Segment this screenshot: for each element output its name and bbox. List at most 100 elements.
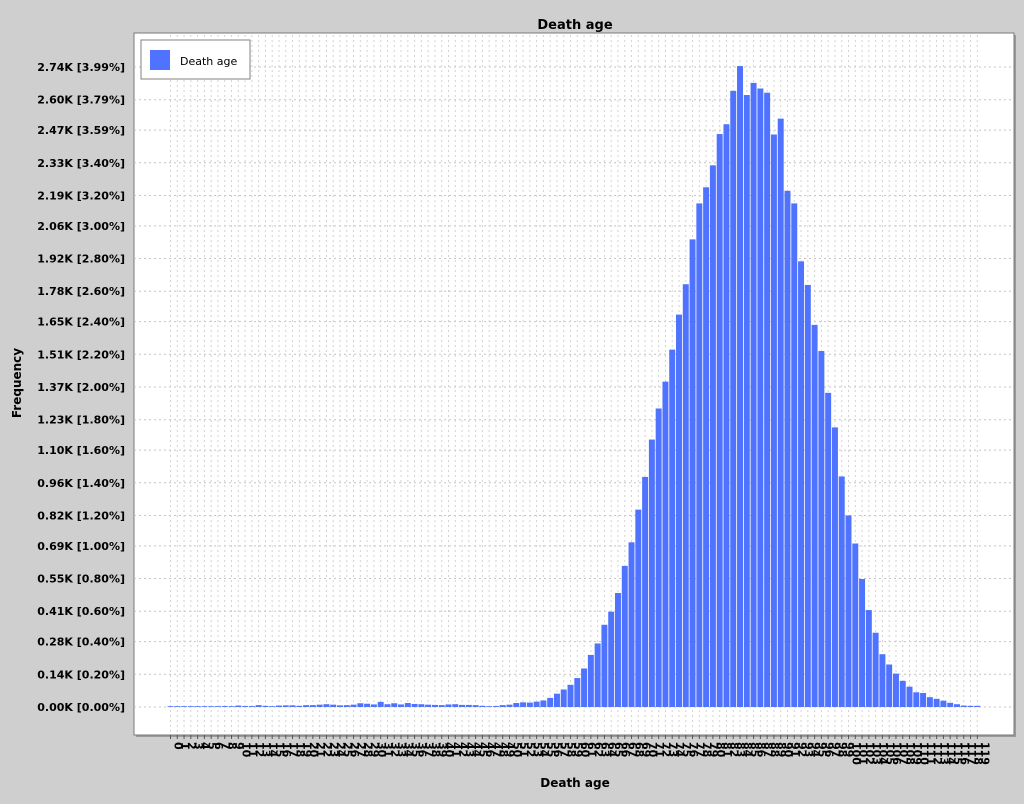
plot-area [133, 32, 1015, 736]
x-tick-label: 37 [422, 742, 435, 757]
y-tick-label: 2.33K [3.40%] [37, 157, 125, 170]
x-tick-label: 118 [972, 742, 985, 765]
x-tick-label: 77 [694, 742, 707, 757]
bar-age-33 [391, 703, 398, 707]
x-tick-label: 61 [585, 742, 598, 757]
x-tick-label: 50 [511, 742, 524, 758]
bar-age-12 [248, 706, 255, 707]
x-tick-label: 102 [863, 742, 876, 765]
y-axis-label: Frequency [10, 348, 24, 418]
x-tick-label: 52 [524, 742, 537, 757]
x-tick-label: 44 [470, 742, 483, 758]
bar-age-116 [953, 704, 960, 707]
x-tick-label: 6 [212, 742, 225, 750]
x-tick-label: 56 [551, 742, 564, 758]
y-tick-label: 2.19K [3.20%] [37, 189, 125, 202]
x-tick-label: 64 [605, 742, 618, 758]
bar-age-100 [845, 515, 852, 707]
x-tick-label: 85 [748, 742, 761, 757]
bar-age-81 [716, 134, 723, 707]
bar-age-28 [357, 703, 364, 707]
bar-age-27 [350, 704, 357, 707]
bar-age-95 [811, 324, 818, 707]
bar-age-13 [255, 705, 262, 707]
bar-age-55 [540, 700, 547, 707]
x-tick-label: 35 [409, 742, 422, 757]
y-tick-label: 2.47K [3.59%] [37, 124, 125, 137]
bar-age-85 [743, 95, 750, 708]
x-tick-label: 68 [633, 742, 646, 757]
bar-age-47 [486, 706, 493, 707]
y-tick-label: 0.28K [0.40%] [37, 636, 125, 649]
x-tick-label: 47 [490, 742, 503, 757]
x-tick-label: 103 [870, 742, 883, 765]
x-tick-label: 111 [924, 742, 937, 765]
x-tick-label: 12 [253, 742, 266, 757]
x-tick-label: 54 [538, 742, 551, 758]
x-tick-label: 21 [314, 742, 327, 757]
x-tick-label: 104 [877, 742, 890, 765]
bar-age-103 [865, 610, 872, 707]
bar-age-67 [621, 565, 628, 707]
bar-age-17 [282, 705, 289, 707]
y-tick-label: 2.74K [3.99%] [37, 61, 125, 74]
bar-age-24 [330, 704, 337, 707]
bar-age-96 [818, 351, 825, 707]
x-tick-label: 108 [904, 742, 917, 765]
x-tick-label: 70 [646, 742, 659, 758]
x-tick-label: 91 [788, 742, 801, 757]
x-tick-label: 59 [572, 742, 585, 757]
x-tick-label: 109 [911, 742, 924, 765]
x-tick-label: 15 [273, 742, 286, 757]
bars [167, 66, 981, 708]
bar-age-45 [472, 705, 479, 707]
bar-age-92 [791, 203, 798, 707]
bar-age-49 [499, 705, 506, 707]
x-tick-label: 20 [307, 742, 320, 758]
bar-age-70 [642, 476, 649, 707]
x-tick-label: 4 [199, 742, 212, 750]
x-tick-label: 90 [782, 742, 795, 758]
bar-age-23 [323, 704, 330, 707]
bar-age-109 [906, 686, 913, 707]
x-tick-label: 106 [890, 742, 903, 765]
x-tick-label: 8 [226, 742, 239, 750]
bar-age-94 [804, 284, 811, 707]
bar-age-39 [431, 704, 438, 707]
y-tick-label: 1.37K [2.00%] [37, 381, 125, 394]
bar-age-30 [370, 704, 377, 707]
bar-age-10 [235, 705, 242, 707]
x-tick-label: 73 [666, 742, 679, 757]
x-tick-label: 117 [965, 742, 978, 765]
bar-age-80 [709, 165, 716, 708]
y-axis-ticks: 0.00K [0.00%] 0.14K [0.20%] 0.28K [0.40%] 0… [37, 61, 125, 714]
x-tick-label: 81 [721, 742, 734, 757]
x-tick-label: 69 [639, 742, 652, 757]
x-tick-label: 94 [809, 742, 822, 758]
bar-age-88 [764, 92, 771, 708]
bar-age-106 [886, 664, 893, 707]
bar-age-113 [933, 698, 940, 707]
x-tick-label: 11 [246, 742, 259, 757]
bar-age-97 [825, 392, 832, 707]
bar-age-115 [947, 702, 954, 707]
bar-age-118 [967, 705, 974, 707]
y-tick-label: 0.41K [0.60%] [37, 605, 125, 618]
y-tick-label: 0.00K [0.00%] [37, 701, 125, 714]
bar-age-51 [513, 703, 520, 707]
x-tick-label: 17 [287, 742, 300, 757]
x-tick-label: 74 [673, 742, 686, 758]
x-tick-label: 105 [883, 742, 896, 765]
x-tick-label: 93 [802, 742, 815, 757]
bar-age-46 [479, 705, 486, 707]
bar-age-25 [337, 705, 343, 707]
x-tick-label: 82 [727, 742, 740, 757]
bar-age-44 [465, 704, 472, 707]
x-tick-label: 41 [449, 742, 462, 757]
x-tick-label: 34 [402, 742, 415, 758]
bar-age-74 [669, 349, 676, 707]
x-tick-label: 65 [612, 742, 625, 757]
chart-title: Death age [537, 18, 612, 33]
x-tick-label: 16 [280, 742, 293, 758]
x-tick-label: 60 [578, 742, 591, 758]
